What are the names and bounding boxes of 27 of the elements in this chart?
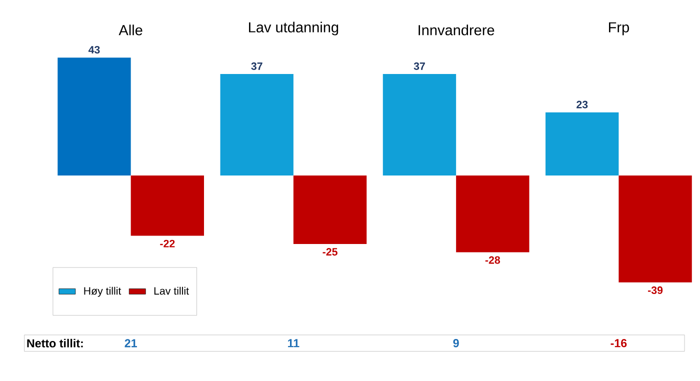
data-label: 23 (576, 100, 588, 108)
data-label: 37 (414, 62, 425, 70)
bar (618, 175, 692, 282)
bar (130, 175, 204, 236)
data-label: -39 (648, 286, 663, 294)
text: 21 (124, 338, 137, 348)
data-label: 37 (251, 62, 262, 70)
data-label: 43 (88, 46, 100, 54)
text: 9 (453, 338, 459, 348)
bar (382, 74, 456, 176)
x-tick-label: Innvandrere (418, 24, 494, 36)
bar (58, 57, 131, 176)
text: 11 (288, 338, 300, 347)
data-label: -22 (160, 240, 175, 248)
legend-label: Høy tillit (84, 286, 122, 297)
x-tick-label: Alle (118, 24, 142, 36)
bar (546, 112, 619, 176)
x-tick-label: Frp (609, 22, 629, 36)
text: -16 (610, 338, 627, 348)
bar (293, 175, 367, 244)
bar (220, 74, 294, 176)
data-label: -28 (485, 256, 500, 264)
data-label: -25 (322, 248, 338, 256)
legend-label: Lav tillit (154, 286, 189, 294)
bar (456, 175, 530, 252)
text: Netto tillit: (27, 338, 83, 348)
x-tick-label: Lav utdanning (249, 22, 338, 36)
